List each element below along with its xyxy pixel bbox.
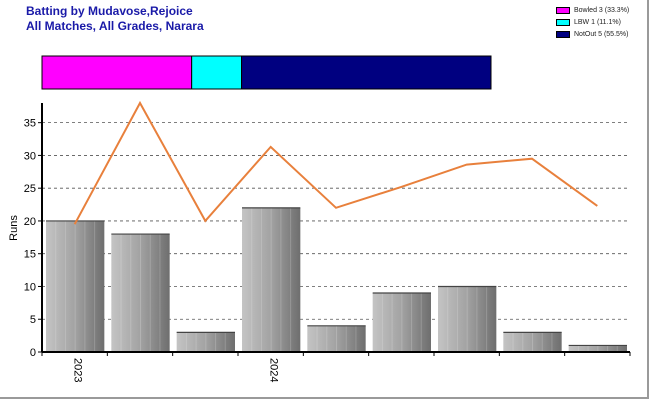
y-tick-label-35: 35 xyxy=(24,118,36,130)
y-axis-label: Runs xyxy=(8,215,20,241)
legend-item-notout: NotOut 5 (55.5%) xyxy=(556,29,629,40)
legend-label-lbw: LBW 1 (11.1%) xyxy=(574,19,621,26)
legend-swatch-notout xyxy=(556,31,570,38)
y-tick-label-15: 15 xyxy=(24,249,36,261)
y-tick-label-10: 10 xyxy=(24,281,36,293)
y-tick-label-5: 5 xyxy=(30,314,36,326)
bar-3 xyxy=(242,207,301,352)
stacked-segment-notout xyxy=(241,55,492,90)
bar-2 xyxy=(176,332,235,352)
y-tick-label-20: 20 xyxy=(24,216,36,228)
bar-4 xyxy=(307,325,366,352)
legend-label-bowled: Bowled 3 (33.3%) xyxy=(574,7,630,14)
line-series xyxy=(73,100,598,225)
y-tick-label-30: 30 xyxy=(24,150,36,162)
legend-item-lbw: LBW 1 (11.1%) xyxy=(556,17,629,28)
legend-item-bowled: Bowled 3 (33.3%) xyxy=(556,5,629,16)
legend-label-notout: NotOut 5 (55.5%) xyxy=(574,31,629,38)
y-tick-label-25: 25 xyxy=(24,183,36,195)
stacked-segment-lbw xyxy=(191,55,243,90)
bar-1 xyxy=(111,234,170,352)
bar-7 xyxy=(503,332,562,352)
legend-swatch-bowled xyxy=(556,7,570,14)
legend: Bowled 3 (33.3%) LBW 1 (11.1%) NotOut 5 … xyxy=(556,5,629,41)
chart-title: Batting by Mudavose,Rejoice xyxy=(26,4,193,18)
bar-5 xyxy=(372,293,431,352)
bar-6 xyxy=(438,286,497,352)
bar-0 xyxy=(46,220,105,352)
bar-8 xyxy=(568,345,627,352)
stacked-segment-bowled xyxy=(41,55,193,90)
chart-subtitle: All Matches, All Grades, Narara xyxy=(26,19,204,33)
x-tick-label-2024: 2024 xyxy=(268,358,280,382)
legend-swatch-lbw xyxy=(556,19,570,26)
y-tick-label-0: 0 xyxy=(30,347,36,359)
x-tick-label-2023: 2023 xyxy=(72,358,84,382)
